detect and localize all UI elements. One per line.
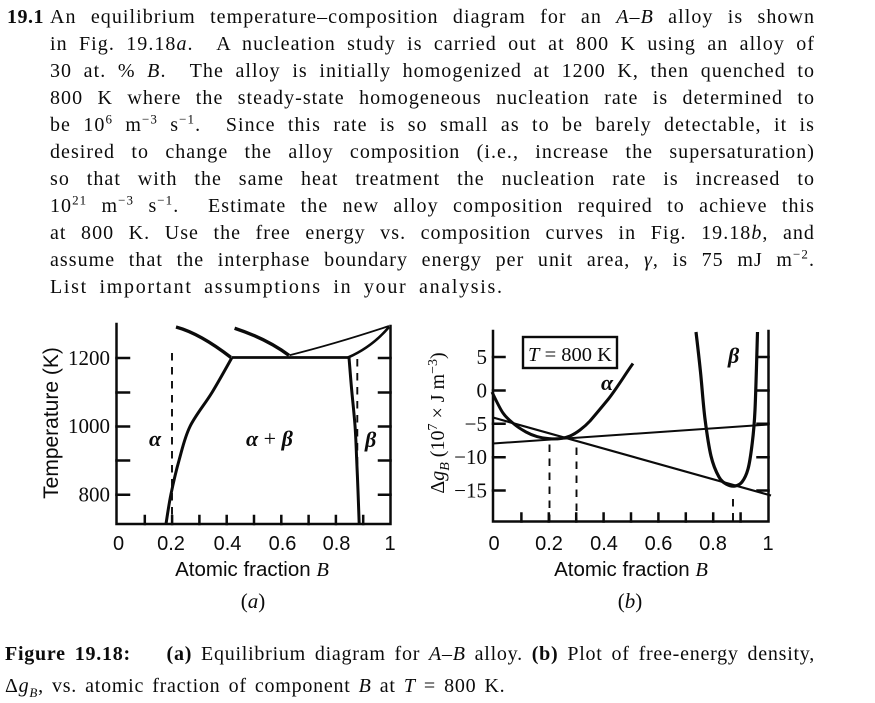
svg-text:(b): (b) — [618, 589, 643, 613]
svg-text:1000: 1000 — [68, 414, 110, 438]
svg-text:1: 1 — [762, 533, 773, 555]
svg-text:0.6: 0.6 — [645, 533, 673, 555]
svg-text:1: 1 — [384, 533, 395, 555]
svg-text:Atomic fraction B: Atomic fraction B — [554, 558, 708, 581]
svg-text:0.4: 0.4 — [590, 533, 618, 555]
svg-text:Temperature (K): Temperature (K) — [40, 347, 63, 499]
svg-text:ΔgB (107 × J m−3): ΔgB (107 × J m−3) — [426, 352, 453, 493]
svg-text:800: 800 — [79, 483, 111, 507]
svg-text:1200: 1200 — [68, 346, 110, 370]
svg-text:Atomic fraction B: Atomic fraction B — [175, 558, 329, 581]
svg-text:0.2: 0.2 — [157, 533, 185, 555]
svg-text:β: β — [364, 427, 377, 452]
svg-text:0.8: 0.8 — [323, 533, 351, 555]
svg-text:α: α — [601, 370, 614, 395]
svg-text:0.4: 0.4 — [214, 533, 242, 555]
svg-text:α: α — [149, 426, 162, 451]
svg-text:α + β: α + β — [246, 426, 294, 451]
svg-text:0: 0 — [477, 379, 488, 403]
svg-text:(a): (a) — [241, 589, 266, 613]
svg-text:−10: −10 — [454, 445, 487, 469]
svg-text:T = 800 K: T = 800 K — [528, 344, 612, 366]
svg-text:0.2: 0.2 — [535, 533, 563, 555]
svg-text:0: 0 — [488, 533, 499, 555]
svg-text:−15: −15 — [454, 479, 487, 503]
svg-text:−5: −5 — [465, 412, 487, 436]
svg-text:0.6: 0.6 — [269, 533, 297, 555]
svg-text:0: 0 — [113, 533, 124, 555]
svg-text:0.8: 0.8 — [699, 533, 727, 555]
svg-text:β: β — [727, 343, 740, 368]
svg-text:5: 5 — [477, 345, 488, 369]
